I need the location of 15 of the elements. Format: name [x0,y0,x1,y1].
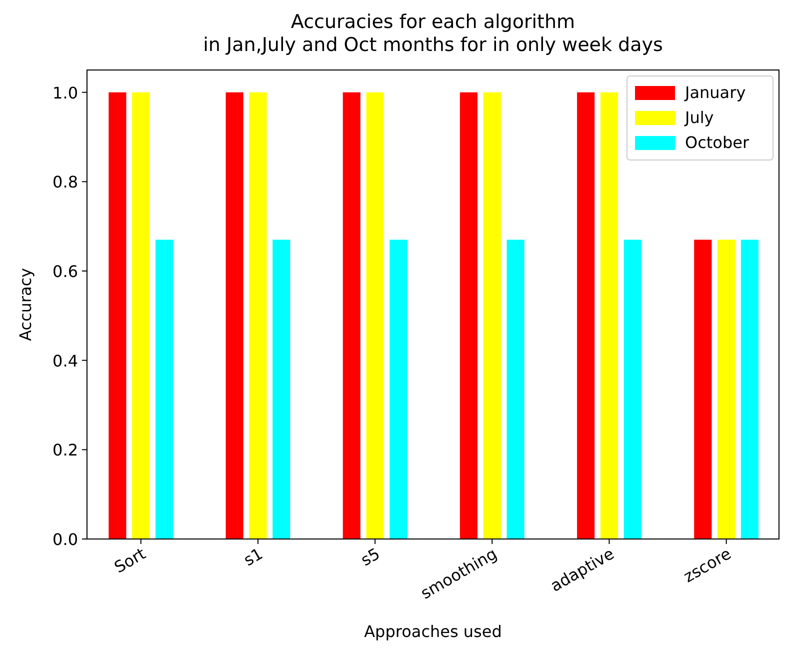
y-tick-label: 0.2 [52,440,78,460]
y-tick-label: 0.6 [52,262,78,281]
x-tick-label: s1 [240,544,266,570]
chart-title: Accuracies for each algorithm in Jan,July and Oct months for in only week days [203,11,663,56]
y-tick-label: 1.0 [52,83,78,102]
y-tick-label: 0.4 [52,351,78,370]
y-tick-label: 0.8 [52,172,78,192]
legend-label: July [684,108,714,127]
x-tick-label: s5 [358,544,384,570]
x-tick-label: Sort [110,544,149,577]
y-tick-label: 0.0 [52,530,78,549]
legend-label: October [685,133,750,152]
y-axis-title: Accuracy [16,268,35,342]
x-axis-title: Approaches used [364,622,502,641]
legend-label: January [684,83,746,102]
